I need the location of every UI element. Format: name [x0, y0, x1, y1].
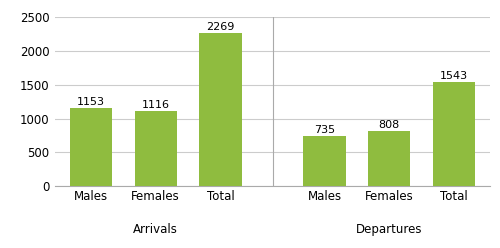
- Text: 2269: 2269: [206, 22, 234, 32]
- Text: 1153: 1153: [76, 97, 104, 107]
- Bar: [200, 33, 241, 186]
- Bar: [70, 108, 112, 186]
- Text: 808: 808: [378, 120, 400, 130]
- Bar: [368, 131, 410, 186]
- Text: 1116: 1116: [142, 99, 170, 110]
- Bar: [304, 136, 346, 186]
- Bar: [433, 82, 476, 186]
- Text: Arrivals: Arrivals: [133, 223, 178, 236]
- Text: 735: 735: [314, 125, 335, 135]
- Text: Departures: Departures: [356, 223, 422, 236]
- Text: 1543: 1543: [440, 71, 468, 81]
- Bar: [134, 111, 176, 186]
